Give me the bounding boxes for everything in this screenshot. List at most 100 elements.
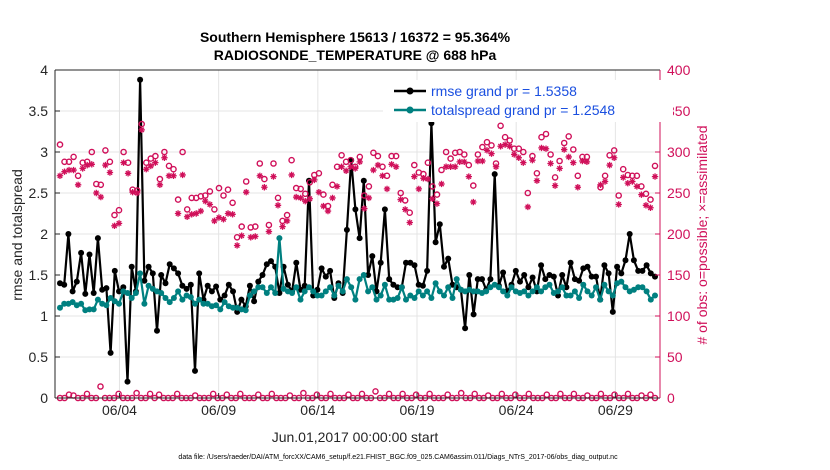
obs-assimilated-marker xyxy=(483,147,491,154)
obs-assimilated-marker xyxy=(138,126,145,134)
obs-assimilated-marker xyxy=(397,196,404,203)
obs-assimilated-marker xyxy=(147,162,155,170)
series-point xyxy=(166,299,173,306)
obs-possible-marker xyxy=(556,157,563,165)
series-point xyxy=(107,349,114,356)
obs-assimilated-marker xyxy=(129,188,136,196)
series-point xyxy=(415,288,422,295)
obs-possible-marker xyxy=(223,391,231,399)
obs-assimilated-marker xyxy=(74,181,82,188)
obs-assimilated-marker xyxy=(102,161,109,169)
obs-assimilated-marker xyxy=(70,166,77,174)
series-point xyxy=(179,282,186,289)
obs-assimilated-marker xyxy=(311,176,318,184)
obs-possible-marker xyxy=(570,390,578,398)
series-point xyxy=(259,272,266,278)
series-point xyxy=(639,267,646,274)
series-point xyxy=(365,272,372,278)
obs-possible-marker xyxy=(565,133,573,140)
series-point xyxy=(116,288,122,295)
y-tick-label-right: 100 xyxy=(667,308,691,324)
series-point xyxy=(618,270,625,277)
obs-assimilated-marker xyxy=(79,165,86,172)
obs-possible-marker xyxy=(365,183,373,190)
obs-possible-marker xyxy=(479,143,486,151)
series-point xyxy=(124,378,131,385)
obs-possible-marker xyxy=(183,206,191,213)
series-point xyxy=(318,265,325,272)
obs-assimilated-marker xyxy=(556,165,563,172)
obs-assimilated-marker xyxy=(388,161,395,168)
obs-possible-marker xyxy=(238,223,245,230)
series-point xyxy=(550,273,557,280)
obs-possible-marker xyxy=(551,174,559,181)
obs-assimilated-marker xyxy=(143,166,150,173)
obs-possible-marker xyxy=(120,148,127,156)
obs-assimilated-marker xyxy=(520,159,527,166)
series-point xyxy=(65,231,72,237)
obs-possible-marker xyxy=(619,165,627,173)
series-point xyxy=(318,292,325,299)
obs-assimilated-marker xyxy=(188,211,195,218)
series-point xyxy=(580,281,587,288)
obs-possible-marker xyxy=(300,389,307,397)
obs-assimilated-marker xyxy=(542,145,550,152)
series-point xyxy=(263,261,270,268)
obs-assimilated-marker xyxy=(497,143,504,150)
obs-assimilated-marker xyxy=(233,242,241,249)
obs-assimilated-marker xyxy=(329,194,336,202)
series-point xyxy=(238,296,245,303)
series-point xyxy=(230,288,236,295)
obs-possible-marker xyxy=(206,188,214,195)
obs-assimilated-marker xyxy=(506,143,513,150)
obs-possible-marker xyxy=(268,390,276,398)
series-point xyxy=(639,284,646,291)
series-point xyxy=(73,278,80,285)
y-axis-label-right: # of obs: o=possible; ×=assimilated xyxy=(694,125,710,344)
series-point xyxy=(529,274,536,281)
series-point xyxy=(251,298,258,305)
obs-possible-marker xyxy=(220,192,227,199)
series-point xyxy=(571,288,578,295)
series-point xyxy=(360,272,367,278)
series-point xyxy=(593,284,599,291)
legend: rmse grand pr = 1.5358 totalspread grand… xyxy=(383,80,673,122)
series-point xyxy=(327,284,334,291)
series-point xyxy=(107,295,114,301)
series-point xyxy=(386,296,393,303)
series-point xyxy=(542,276,549,283)
series-point xyxy=(504,292,511,299)
obs-assimilated-marker xyxy=(265,228,273,235)
series-point xyxy=(322,288,329,295)
series-point xyxy=(322,273,329,280)
obs-assimilated-marker xyxy=(479,157,486,165)
obs-possible-marker xyxy=(152,152,159,160)
series-point xyxy=(175,288,182,295)
series-point xyxy=(643,288,650,295)
obs-possible-marker xyxy=(327,390,334,398)
series-point xyxy=(512,267,519,274)
series-point xyxy=(306,284,312,291)
obs-assimilated-marker xyxy=(224,210,232,217)
obs-assimilated-marker xyxy=(202,198,209,205)
obs-assimilated-marker xyxy=(383,185,391,193)
series-point xyxy=(137,270,144,277)
series-point xyxy=(584,288,591,295)
obs-assimilated-marker xyxy=(465,173,472,180)
series-point xyxy=(175,270,182,277)
obs-assimilated-marker xyxy=(606,161,613,169)
obs-possible-marker xyxy=(229,199,236,207)
obs-assimilated-marker xyxy=(174,210,182,217)
obs-possible-marker xyxy=(497,122,504,130)
obs-possible-marker xyxy=(338,151,345,159)
obs-assimilated-marker xyxy=(229,211,236,218)
obs-possible-marker xyxy=(115,206,123,214)
series-point xyxy=(630,257,637,264)
obs-assimilated-marker xyxy=(529,157,536,164)
obs-assimilated-marker xyxy=(610,154,618,161)
series-point xyxy=(369,284,376,291)
series-point xyxy=(149,270,156,277)
series-point xyxy=(86,251,93,258)
obs-possible-marker xyxy=(97,383,104,390)
series-point xyxy=(69,288,76,295)
